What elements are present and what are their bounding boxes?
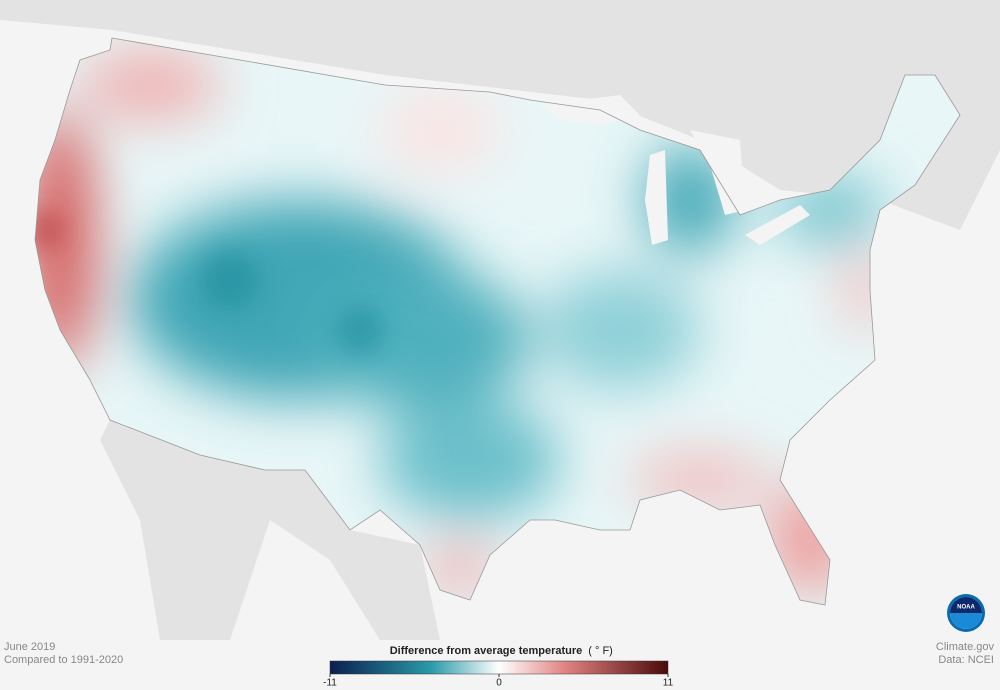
source: Data: NCEI: [938, 654, 994, 666]
date: June 2019: [4, 641, 55, 653]
legend-title: Difference from average temperature: [390, 645, 583, 657]
baseline: Compared to 1991-2020: [4, 654, 123, 666]
colorbar: [329, 660, 669, 675]
site: Climate.gov: [936, 641, 995, 653]
legend-unit: ( ° F): [588, 645, 613, 657]
colorbar-tick-label: -11: [323, 678, 337, 689]
colorbar-tick-label: 11: [663, 678, 674, 689]
noaa-logo: NOAA: [947, 594, 985, 632]
colorbar-tick-label: 0: [496, 678, 502, 689]
logo-text: NOAA: [957, 605, 975, 611]
